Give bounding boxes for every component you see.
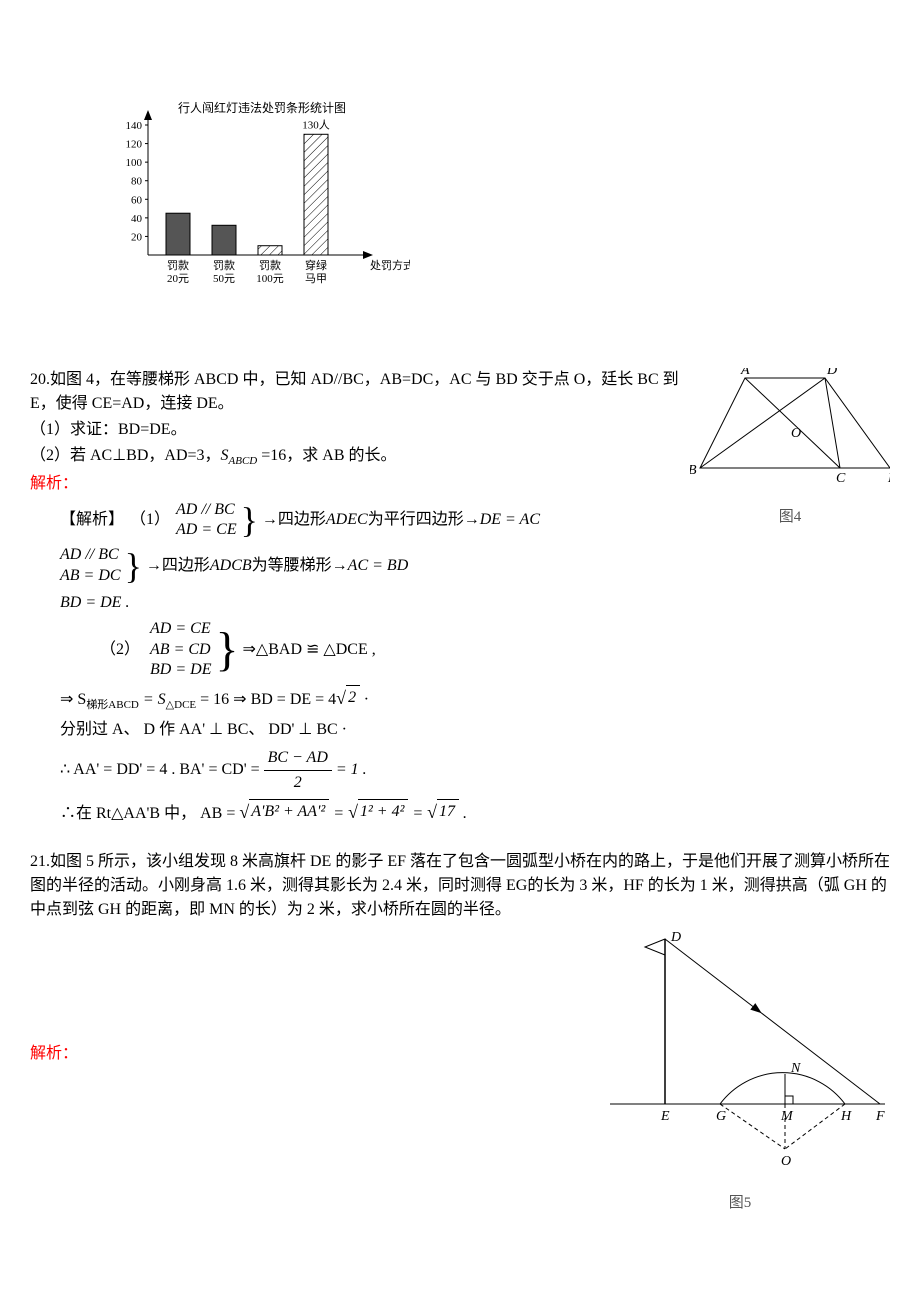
l5s1: 梯形ABCD — [86, 699, 139, 711]
svg-text:20: 20 — [131, 231, 143, 243]
p20-line5: ⇒ S梯形ABCD = S△DCE = 16 ⇒ BD = DE = 4√2 · — [60, 685, 890, 714]
l8m1: = — [333, 805, 348, 822]
svg-text:G: G — [716, 1109, 726, 1124]
svg-text:120: 120 — [126, 139, 143, 151]
l2a: AD // BC — [60, 545, 121, 566]
svg-text:穿绿: 穿绿 — [305, 258, 327, 272]
l2b: AB = DC — [60, 566, 121, 587]
l7num: BC − AD — [264, 746, 332, 771]
svg-text:罚款: 罚款 — [213, 258, 235, 272]
l8r1: A'B² + AA'² — [249, 799, 329, 824]
figure-5: D E G M H F N O 图5 — [590, 924, 890, 1215]
figure-4: A D B C E O 图4 — [690, 368, 890, 529]
p20-sol-line1: 【解析】 （1） AD // BC AD = CE } →四边形 ADEC 为平… — [60, 500, 680, 542]
problem-21: 21.如图 5 所示，该小组发现 8 米高旗杆 DE 的影子 EF 落在了包含一… — [30, 850, 890, 1215]
figure-5-caption: 图5 — [590, 1192, 890, 1215]
svg-text:80: 80 — [131, 176, 143, 188]
l7pre: ∴ AA' = DD' = 4 . BA' = CD' = — [60, 761, 264, 778]
l5eq: = 16 ⇒ BD = DE = 4 — [196, 691, 336, 708]
svg-text:E: E — [887, 471, 890, 486]
p21-body: 如图 5 所示，该小组发现 8 米高旗杆 DE 的影子 EF 落在了包含一圆弧型… — [30, 853, 890, 918]
p20-part2-pre: （2）若 AC⊥BD，AD=3， — [30, 447, 221, 464]
svg-text:E: E — [660, 1109, 670, 1124]
svg-text:F: F — [875, 1109, 885, 1124]
l5s2: △DCE — [166, 699, 196, 711]
l8pre: ∴在 Rt△AA'B 中， AB = — [60, 805, 239, 822]
l6: 分别过 A、 D 作 AA' ⊥ BC、 DD' ⊥ BC · — [60, 721, 347, 738]
p20-sabcd: ABCD — [229, 455, 258, 467]
p20-line8: ∴在 Rt△AA'B 中， AB = √A'B² + AA'² = √1² + … — [60, 799, 890, 826]
svg-text:130人: 130人 — [302, 118, 330, 131]
figure-5-svg: D E G M H F N O — [590, 924, 890, 1184]
svg-text:C: C — [836, 471, 846, 486]
sol-label: 【解析】 — [60, 508, 124, 532]
svg-text:A: A — [740, 368, 750, 378]
svg-text:O: O — [781, 1154, 791, 1169]
svg-text:50元: 50元 — [213, 273, 235, 285]
svg-text:H: H — [840, 1109, 852, 1124]
bar-chart-svg: 行人闯红灯违法处罚条形统计图20406080100120140罚款20元罚款50… — [110, 100, 410, 320]
p20-part2-suf: =16，求 AB 的长。 — [257, 447, 396, 464]
l2ar1: →四边形 — [146, 554, 210, 578]
p21-text: 21.如图 5 所示，该小组发现 8 米高旗杆 DE 的影子 EF 落在了包含一… — [30, 850, 890, 922]
svg-text:行人闯红灯违法处罚条形统计图: 行人闯红灯违法处罚条形统计图 — [178, 100, 346, 115]
p20-line3: BD = DE . — [60, 591, 890, 615]
l1res: DE = AC — [480, 508, 540, 532]
svg-text:40: 40 — [131, 213, 143, 225]
problem-20: A D B C E O 图4 20.如图 4，在等腰梯形 ABCD 中，已知 AD//BC… — [30, 368, 890, 826]
p20-line6: 分别过 A、 D 作 AA' ⊥ BC、 DD' ⊥ BC · — [60, 718, 890, 742]
p2imp: ⇒△BAD ≌ △DCE , — [243, 638, 376, 662]
l1ar1: →四边形 — [262, 508, 326, 532]
l7post: = 1 . — [336, 761, 367, 778]
l5pre: ⇒ S — [60, 691, 86, 708]
l2res: AC = BD — [348, 554, 409, 578]
l5dot: · — [360, 691, 368, 708]
p2b: AB = CD — [150, 640, 211, 661]
p20-body: 如图 4，在等腰梯形 ABCD 中，已知 AD//BC，AB=DC，AC 与 B… — [30, 371, 679, 412]
l1b: AD = CE — [176, 520, 237, 541]
p20-line7: ∴ AA' = DD' = 4 . BA' = CD' = BC − AD2 =… — [60, 746, 890, 795]
svg-text:20元: 20元 — [167, 273, 189, 285]
figure-4-caption: 图4 — [690, 506, 890, 529]
svg-text:马甲: 马甲 — [305, 272, 327, 285]
l7den: 2 — [264, 771, 332, 795]
svg-text:D: D — [826, 368, 837, 378]
svg-text:60: 60 — [131, 194, 143, 206]
p21-num: 21. — [30, 853, 50, 870]
l1adec: ADEC — [326, 508, 368, 532]
bar-chart: 行人闯红灯违法处罚条形统计图20406080100120140罚款20元罚款50… — [110, 100, 890, 328]
svg-text:140: 140 — [126, 120, 143, 132]
p20-num: 20. — [30, 371, 50, 388]
svg-text:M: M — [780, 1109, 794, 1124]
figure-4-svg: A D B C E O — [690, 368, 890, 498]
l8post: . — [463, 805, 467, 822]
svg-text:罚款: 罚款 — [167, 258, 189, 272]
svg-text:B: B — [690, 463, 697, 478]
l8m2: = — [412, 805, 427, 822]
p20-part2-sol: （2） AD = CE AB = CD BD = DE } ⇒△BAD ≌ △D… — [60, 619, 890, 681]
l1ar2: 为平行四边形→ — [368, 508, 480, 532]
svg-text:100元: 100元 — [256, 273, 284, 285]
svg-text:O: O — [791, 426, 801, 441]
svg-text:100: 100 — [126, 157, 143, 169]
p2a: AD = CE — [150, 619, 211, 640]
svg-text:D: D — [670, 930, 681, 945]
p20-s: S — [221, 447, 229, 464]
l2adcb: ADCB — [210, 554, 252, 578]
svg-text:处罚方式: 处罚方式 — [370, 258, 410, 272]
l8r3: 17 — [437, 799, 459, 824]
l5mid: = S — [139, 691, 166, 708]
l8r2: 1² + 4² — [358, 799, 408, 824]
svg-text:N: N — [790, 1061, 801, 1076]
p20-sol-line2: AD // BC AB = DC } →四边形 ADCB 为等腰梯形→ AC =… — [60, 545, 890, 587]
l5sqrt: 2 — [346, 685, 360, 710]
p2c: BD = DE — [150, 660, 211, 681]
svg-text:罚款: 罚款 — [259, 258, 281, 272]
l2ar2: 为等腰梯形→ — [252, 554, 348, 578]
l1a: AD // BC — [176, 500, 237, 521]
